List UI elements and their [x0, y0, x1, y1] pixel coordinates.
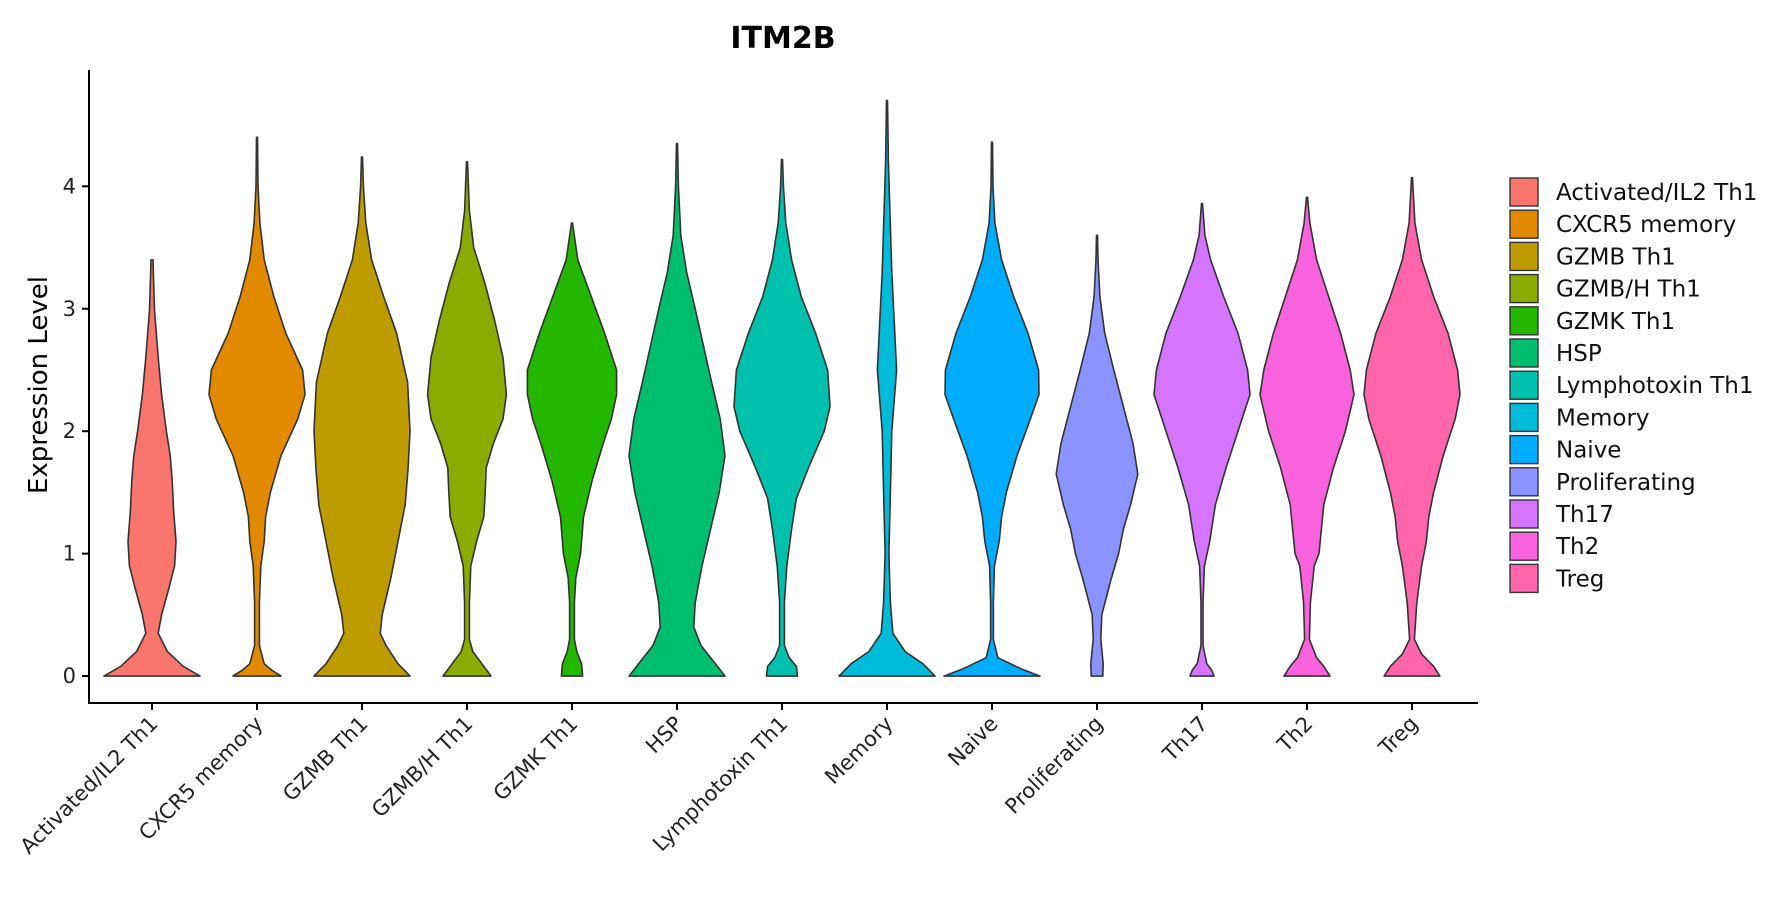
legend-key-gzmb-th1	[1509, 241, 1539, 272]
legend-key-activated-il2-th1	[1509, 177, 1539, 207]
x-tick-label: Treg	[1374, 712, 1423, 761]
legend-label: Proliferating	[1556, 470, 1696, 496]
x-tick-label: Th17	[1157, 712, 1212, 767]
legend-key-th2	[1509, 531, 1539, 561]
violin-gzmk-th1	[526, 222, 618, 677]
legend-label: Activated/IL2 Th1	[1556, 180, 1757, 206]
x-tick-label: Th2	[1272, 712, 1318, 758]
violin-memory	[838, 99, 936, 677]
x-tick-label: Proliferating	[1000, 712, 1107, 819]
violin-th2	[1259, 196, 1355, 677]
violin-proliferating	[1055, 234, 1139, 677]
y-tick-label: 3	[63, 297, 76, 321]
legend-label: CXCR5 memory	[1556, 212, 1736, 238]
y-axis-label: Expression Level	[24, 276, 54, 494]
legend-key-lymphotoxin-th1	[1509, 370, 1539, 400]
violin-gzmb-h-th1	[426, 161, 508, 677]
legend-label: GZMB/H Th1	[1556, 277, 1701, 303]
legend-key-naive	[1509, 434, 1539, 465]
legend: Activated/IL2 Th1 CXCR5 memory GZMB Th1 GZM…	[1509, 177, 1757, 594]
legend-label: Lymphotoxin Th1	[1556, 373, 1754, 399]
legend-key-gzmk-th1	[1509, 306, 1539, 336]
legend-label: HSP	[1556, 341, 1602, 367]
violin-activated-il2-th1	[103, 259, 201, 677]
legend-label: GZMK Th1	[1556, 309, 1675, 335]
violin-cxcr5-memory	[208, 136, 306, 677]
y-tick-label: 4	[63, 174, 76, 198]
violin-hsp	[628, 142, 726, 677]
chart-title: ITM2B	[730, 21, 835, 56]
legend-label: Memory	[1556, 405, 1650, 431]
legend-key-hsp	[1509, 338, 1539, 368]
legend-label: GZMB Th1	[1556, 244, 1676, 270]
x-tick-label: GZMK Th1	[489, 712, 583, 806]
legend-key-memory	[1509, 402, 1539, 433]
legend-key-treg	[1509, 563, 1539, 594]
violin-group	[103, 99, 1461, 677]
legend-label: Treg	[1555, 566, 1604, 592]
x-tick-label: GZMB Th1	[278, 712, 372, 806]
legend-key-th17	[1509, 499, 1539, 529]
violin-treg	[1363, 176, 1461, 677]
y-tick-label: 0	[63, 664, 76, 688]
legend-label: Th17	[1555, 502, 1614, 528]
legend-key-gzmb-h-th1	[1509, 273, 1539, 304]
legend-label: Naive	[1556, 438, 1621, 464]
x-tick-label: Memory	[820, 712, 897, 789]
violin-th17	[1153, 202, 1251, 677]
x-tick-label: Activated/IL2 Th1	[16, 712, 163, 859]
legend-label: Th2	[1555, 534, 1599, 560]
x-tick-label: GZMB/H Th1	[367, 712, 477, 822]
violin-gzmb-th1	[313, 156, 411, 677]
y-tick-label: 1	[63, 542, 76, 566]
violin-naive	[943, 141, 1041, 677]
violin-lymphotoxin-th1	[733, 158, 831, 677]
legend-key-cxcr5-memory	[1509, 209, 1539, 239]
y-tick-label: 2	[63, 419, 76, 443]
y-axis-ticks: 0 1 2 3 4	[63, 174, 89, 688]
x-tick-label: HSP	[641, 712, 688, 759]
legend-key-proliferating	[1509, 467, 1539, 497]
x-tick-label: Naive	[943, 712, 1002, 771]
